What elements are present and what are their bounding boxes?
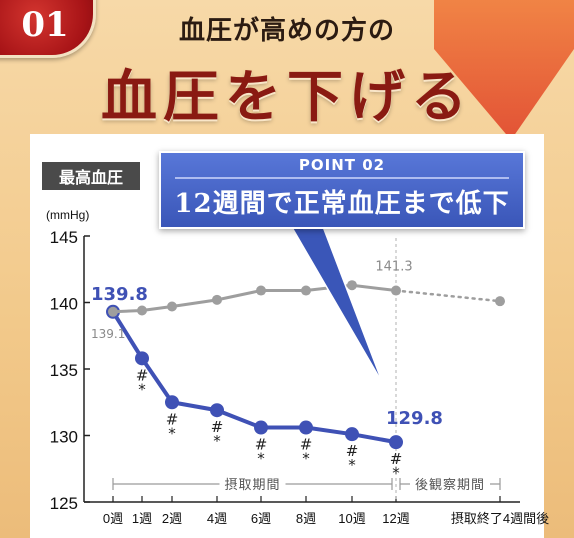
significance-marker: # bbox=[255, 436, 268, 454]
placebo-point bbox=[347, 280, 357, 291]
x-tick-label: 12週 bbox=[382, 511, 409, 526]
series-line-treatment bbox=[111, 310, 397, 445]
y-tick-label: 135 bbox=[50, 361, 78, 380]
placebo-point bbox=[256, 285, 266, 296]
data-annotation: 139.8 bbox=[91, 284, 148, 305]
period-label: 後観察期間 bbox=[415, 478, 485, 493]
placebo-point bbox=[108, 306, 118, 317]
significance-marker: * bbox=[348, 456, 356, 474]
significance-marker: * bbox=[168, 424, 176, 442]
placebo-point bbox=[495, 296, 505, 307]
significance-marker: # bbox=[390, 450, 403, 468]
period-label-bg bbox=[410, 475, 490, 493]
treatment-point bbox=[299, 420, 313, 435]
placebo-point bbox=[167, 301, 177, 312]
significance-marker: # bbox=[166, 410, 179, 428]
period-label: 摂取期間 bbox=[224, 477, 280, 493]
x-tick-label: 0週 bbox=[103, 511, 123, 526]
significance-marker: * bbox=[213, 432, 221, 450]
significance-marker: # bbox=[211, 418, 224, 436]
significance-marker: * bbox=[392, 464, 400, 482]
callout-pointer bbox=[288, 223, 384, 385]
treatment-point bbox=[135, 351, 149, 366]
callout-text: 12週間で正常血圧まで低下 bbox=[174, 189, 510, 219]
metric-label-chip: 最高血圧 bbox=[42, 162, 140, 190]
treatment-point bbox=[389, 435, 403, 450]
placebo-point bbox=[137, 305, 147, 316]
x-tick-label: 8週 bbox=[296, 511, 316, 526]
y-axis-unit: (mmHg) bbox=[46, 208, 89, 222]
data-annotation: 139.1 bbox=[91, 327, 125, 341]
significance-marker: * bbox=[257, 450, 265, 468]
y-tick-label: 125 bbox=[50, 494, 78, 513]
treatment-point bbox=[210, 403, 224, 418]
x-tick-label: 1週 bbox=[132, 511, 152, 526]
y-tick-label: 130 bbox=[50, 428, 78, 447]
x-tick-label: 4週 bbox=[207, 511, 227, 526]
callout-point-label: POINT 02 bbox=[298, 156, 386, 174]
placebo-point bbox=[301, 285, 311, 296]
callout-divider bbox=[175, 177, 509, 179]
x-tick-label: 10週 bbox=[338, 511, 365, 526]
x-tick-label: 6週 bbox=[251, 511, 271, 526]
significance-marker: * bbox=[138, 380, 146, 398]
significance-marker: # bbox=[136, 366, 149, 384]
significance-marker: * bbox=[302, 450, 310, 468]
significance-marker: # bbox=[346, 442, 359, 460]
treatment-point bbox=[345, 427, 359, 442]
period-label-bg bbox=[219, 475, 286, 493]
placebo-point bbox=[212, 294, 222, 305]
data-annotation: 141.3 bbox=[375, 260, 412, 275]
data-annotation: 129.8 bbox=[386, 408, 443, 429]
treatment-point bbox=[165, 395, 179, 410]
y-tick-label: 140 bbox=[50, 295, 78, 314]
x-tick-label: 摂取終了4週間後 bbox=[451, 511, 549, 526]
series-line-placebo-followup bbox=[394, 289, 502, 303]
headline-subtitle: 血圧が高めの方の bbox=[178, 16, 395, 46]
y-tick-label: 145 bbox=[50, 228, 78, 247]
x-tick-label: 2週 bbox=[162, 511, 182, 526]
treatment-point bbox=[254, 420, 268, 435]
point-callout: POINT 02 12週間で正常血圧まで低下 bbox=[159, 151, 525, 229]
significance-marker: # bbox=[300, 436, 313, 454]
headline-title: 血圧を下げる bbox=[101, 64, 473, 130]
placebo-point bbox=[391, 285, 401, 296]
